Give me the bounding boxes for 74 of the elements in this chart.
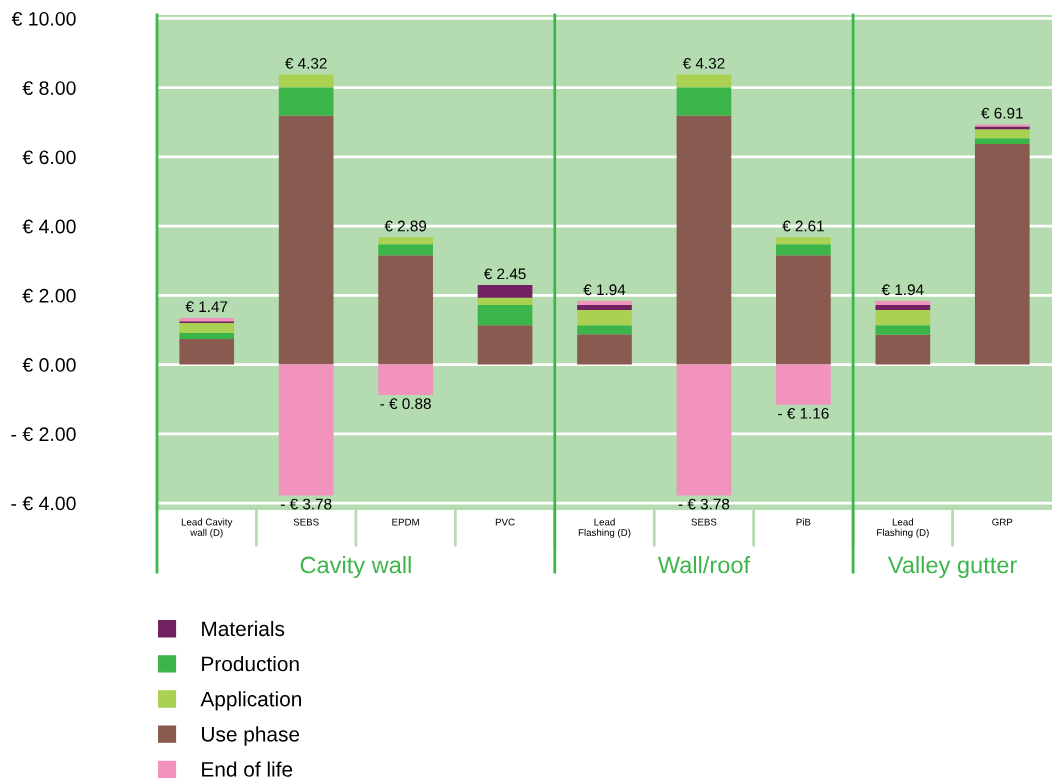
text: Wall/roof bbox=[657, 555, 751, 574]
bar bbox=[378, 237, 433, 245]
bar bbox=[278, 87, 334, 116]
annotation: € 4.32 bbox=[682, 57, 725, 69]
legend-label: Materials bbox=[202, 620, 285, 637]
bar bbox=[477, 297, 533, 306]
bar bbox=[577, 325, 632, 335]
bar bbox=[378, 244, 433, 256]
text: Cavity wall bbox=[300, 555, 411, 579]
x-tick-label: SEBS bbox=[691, 518, 717, 526]
bar bbox=[776, 364, 831, 405]
text: Valley gutter bbox=[887, 555, 1017, 579]
data-label: - € 0.88 bbox=[380, 398, 431, 410]
legend-label: Production bbox=[202, 656, 299, 672]
annotation: € 6.91 bbox=[981, 107, 1023, 119]
bar bbox=[776, 255, 831, 365]
bar bbox=[676, 364, 732, 496]
bar bbox=[477, 285, 533, 298]
legend-label: End of life bbox=[202, 761, 293, 777]
annotation: € 2.61 bbox=[782, 220, 824, 232]
annotation: € 1.94 bbox=[583, 284, 626, 296]
bar bbox=[875, 325, 931, 335]
x-tick-label: Lead Flashing (D) bbox=[877, 518, 929, 538]
y-tick-label: € 10.00 bbox=[11, 11, 76, 26]
x-tick-label: PVC bbox=[495, 518, 515, 526]
annotation: € 4.32 bbox=[285, 57, 327, 69]
bar bbox=[278, 74, 334, 88]
bar bbox=[776, 237, 831, 245]
bar bbox=[577, 334, 632, 365]
bar bbox=[974, 144, 1030, 365]
bar bbox=[378, 255, 433, 365]
annotation: € 2.89 bbox=[384, 220, 427, 232]
y-tick-label: - € 4.00 bbox=[11, 496, 76, 511]
annotation: € 2.45 bbox=[483, 268, 526, 280]
data-label: - € 1.16 bbox=[778, 407, 829, 419]
x-tick-label: EPDM bbox=[392, 518, 419, 526]
y-tick-label: € 2.00 bbox=[22, 288, 76, 303]
bar bbox=[278, 364, 334, 496]
bar bbox=[477, 325, 533, 365]
data-label: - € 3.78 bbox=[678, 498, 730, 510]
bar bbox=[577, 305, 632, 310]
bar bbox=[477, 305, 533, 326]
annotation: € 1.47 bbox=[185, 301, 228, 313]
x-tick-label: Lead Flashing (D) bbox=[578, 518, 631, 538]
legend-label: Application bbox=[200, 691, 301, 711]
y-tick-label: € 0.00 bbox=[22, 358, 76, 372]
y-tick-label: € 6.00 bbox=[22, 150, 76, 165]
bar bbox=[974, 129, 1030, 139]
legend-label: Use phase bbox=[202, 726, 300, 746]
bar bbox=[875, 305, 931, 310]
bar bbox=[676, 115, 732, 365]
bar bbox=[577, 300, 632, 306]
bar bbox=[179, 339, 235, 365]
x-tick-label: PiB bbox=[796, 518, 811, 526]
annotation: € 1.94 bbox=[881, 284, 924, 296]
y-tick-label: - € 2.00 bbox=[11, 427, 76, 442]
bar bbox=[875, 334, 931, 365]
y-tick-label: € 8.00 bbox=[22, 81, 76, 95]
bar bbox=[577, 309, 632, 326]
bar bbox=[676, 74, 732, 88]
x-tick-label: GRP bbox=[992, 518, 1013, 526]
bar bbox=[875, 309, 931, 326]
data-label: - € 3.78 bbox=[280, 498, 332, 510]
bar bbox=[378, 364, 433, 396]
x-tick-label: Lead Cavity wall (D) bbox=[181, 518, 233, 538]
x-tick-label: SEBS bbox=[293, 518, 319, 526]
bar bbox=[776, 244, 831, 256]
y-tick-label: € 4.00 bbox=[22, 219, 76, 234]
bar bbox=[278, 115, 334, 365]
bar bbox=[179, 333, 235, 339]
bar bbox=[676, 87, 732, 116]
bar bbox=[179, 323, 235, 334]
bar bbox=[974, 138, 1030, 145]
bar bbox=[875, 300, 931, 306]
